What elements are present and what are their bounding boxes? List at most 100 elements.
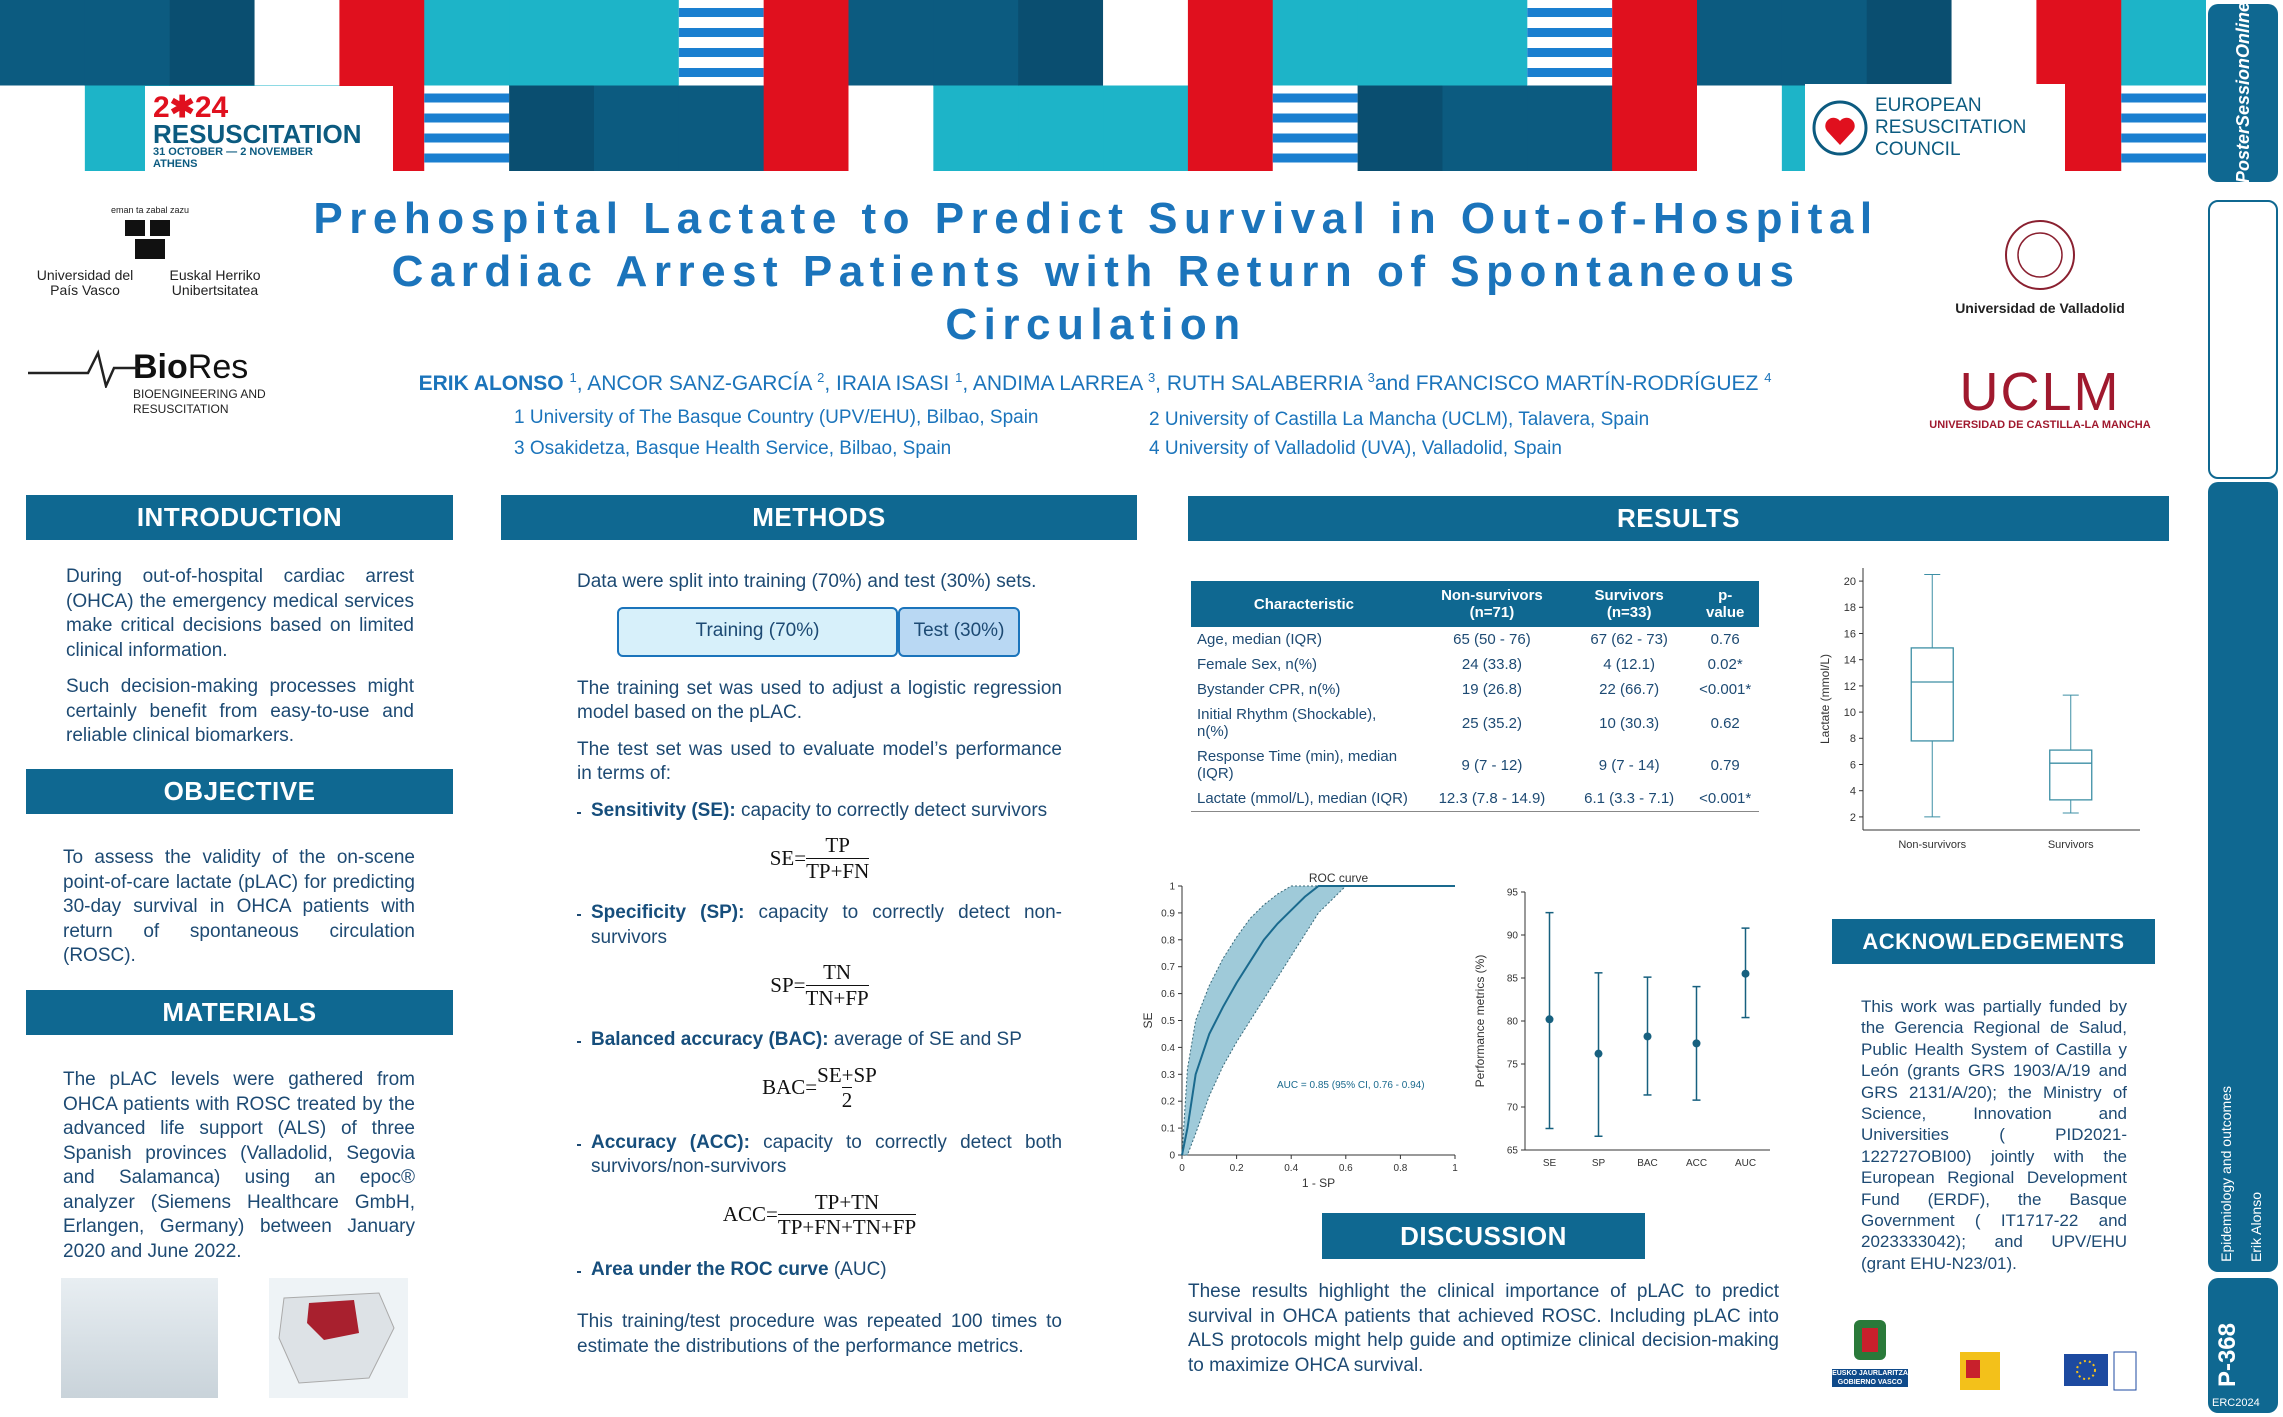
y-tick-label: 95 — [1507, 888, 1519, 899]
banner-stripe — [1272, 113, 1358, 123]
denominator: TN+FP — [805, 984, 869, 1010]
y-tick-label: 65 — [1507, 1146, 1519, 1157]
y-axis-label: Lactate (mmol/L) — [1818, 654, 1832, 744]
table-cell: 24 (33.8) — [1461, 656, 1522, 673]
author-affiliation: 1 — [569, 370, 577, 385]
y-tick-label: 0.5 — [1161, 1016, 1175, 1027]
roc-chart: 0 0.1 0.2 0.3 0.4 0.5 0.6 0.7 0.8 0.9 1 SE 0 0.2 0.4 0.… — [1141, 871, 1458, 1190]
formula-lhs: BAC= — [762, 1075, 818, 1100]
x-tick-label: 0 — [1179, 1163, 1185, 1174]
banner-tile — [2121, 0, 2206, 86]
erc-logo: EUROPEAN RESUSCITATION COUNCIL — [1805, 84, 2065, 171]
banner-stripe — [1272, 133, 1358, 143]
y-tick-label: 0.3 — [1161, 1070, 1175, 1081]
introduction-text: During out-of-hospital cardiac arrest (O… — [66, 565, 414, 761]
banner-tile — [1442, 85, 1528, 171]
numerator: TP+TN — [814, 1189, 880, 1214]
formula: SP= TN TN+FP — [577, 960, 1062, 1010]
banner-tile — [848, 0, 934, 86]
uclm-sub: UNIVERSIDAD DE CASTILLA-LA MANCHA — [1929, 419, 2151, 431]
y-tick-label: 90 — [1507, 931, 1519, 942]
banner-tile — [1612, 85, 1698, 171]
table-cell: 19 (26.8) — [1461, 681, 1522, 698]
erc-line: EUROPEAN — [1875, 94, 1982, 116]
table-header: Characteristic — [1191, 581, 1417, 627]
bullet-text: average of SE and SP — [833, 1029, 1022, 1050]
erc-line: COUNCIL — [1875, 138, 1961, 160]
fraction: TP TP+FN — [806, 833, 870, 883]
y-tick-label: 20 — [1844, 576, 1856, 588]
upv-emblem — [125, 220, 170, 259]
section-heading: METHODS — [501, 495, 1137, 540]
y-tick-label: 12 — [1844, 681, 1856, 693]
event-year: 2✱24 — [153, 91, 229, 124]
fraction: TP+TN TP+FN+TN+FP — [777, 1189, 917, 1240]
bullet: Accuracy (ACC): capacity to correctly de… — [577, 1131, 1062, 1180]
x-tick-label: AUC — [1735, 1158, 1756, 1169]
paragraph: Data were split into training (70%) and … — [577, 571, 1037, 592]
upv-logo: eman ta zabal zazu Universidad del País … — [30, 205, 270, 298]
erc-line: RESUSCITATION — [1875, 116, 2027, 138]
y-tick-label: 16 — [1844, 628, 1856, 640]
banner-stripe — [424, 93, 510, 103]
table-row: Bystander CPR, n(%) 19 (26.8) 22 (66.7) <0.… — [1191, 677, 1759, 702]
event-city: ATHENS — [153, 158, 198, 170]
ci-band — [1181, 885, 1455, 1156]
banner-stripe — [1527, 48, 1613, 57]
biores-sub: BIOENGINEERING AND RESUSCITATION — [133, 387, 266, 416]
y-tick-label: 18 — [1844, 602, 1856, 614]
banner-stripe — [1527, 8, 1613, 17]
banner-tile — [1951, 0, 2037, 86]
materials-text: The pLAC levels were gathered from OHCA … — [63, 1068, 415, 1276]
boxplot: 2 4 6 8 10 12 14 16 18 20 Lactate (mmol/L) Non-surv… — [1818, 568, 2140, 851]
split-diagram: Training (70%) Test (30%) — [617, 606, 1062, 657]
banner-tile — [424, 0, 510, 86]
banner-stripe — [1272, 93, 1358, 103]
section-heading: MATERIALS — [26, 990, 453, 1035]
table-header: Survivors (n=33) — [1566, 581, 1692, 627]
upv-name-eu: Euskal Herriko Unibertsitatea — [169, 267, 261, 298]
banner-stripe — [424, 133, 510, 143]
paragraph: This training/test procedure was repeate… — [577, 1311, 1062, 1357]
banner-tile — [84, 0, 171, 86]
sidebar-brand: PosterSessionOnline — [2232, 2, 2253, 184]
sidebar-id-panel: P-368 ERC2024 — [2208, 1278, 2278, 1413]
banner-tile — [1697, 85, 1783, 171]
banner-tile — [169, 0, 256, 86]
authors: ERIK ALONSO 1, ANCOR SANZ-GARCÍA 2, IRAI… — [200, 370, 1990, 396]
fraction: TN TN+FP — [805, 960, 869, 1010]
bullet-text: capacity to correctly detect survivors — [740, 799, 1048, 821]
table-header-row: Characteristic Non-survivors (n=71) Surviv… — [1191, 581, 1759, 627]
table-cell: Age, median (IQR) — [1197, 631, 1323, 648]
banner-stripe — [2121, 113, 2206, 123]
author-affiliation: 4 — [1764, 370, 1772, 385]
y-tick-label: 85 — [1507, 974, 1519, 985]
paragraph: The training set was used to adjust a lo… — [577, 677, 1062, 724]
table-cell: 0.62 — [1710, 714, 1740, 732]
table-cell: 9 (7 - 14) — [1598, 756, 1660, 774]
author-separator: , — [576, 372, 583, 395]
banner-stripe — [678, 8, 764, 17]
affiliation: 2 University of Castilla La Mancha (UCLM… — [1149, 409, 1650, 430]
bullet: Balanced accuracy (BAC): average of SE a… — [577, 1028, 1062, 1053]
funder-logos — [1960, 1351, 2137, 1391]
split-test: Test (30%) — [898, 606, 1020, 657]
uva-logo: Universidad de Valladolid — [1950, 215, 2130, 316]
results-table: Characteristic Non-survivors (n=71) Surviv… — [1191, 581, 1759, 812]
banner-stripe — [2121, 153, 2206, 163]
uva-name: Universidad de Valladolid — [1955, 300, 2125, 316]
table-cell: Response Time (min), median (IQR) — [1197, 748, 1398, 782]
y-tick-label: 0.8 — [1161, 935, 1175, 946]
spain-map-shape — [278, 1292, 395, 1384]
table-cell: 25 (35.2) — [1461, 714, 1522, 732]
banner-tile — [1612, 0, 1698, 86]
chart-title: ROC curve — [1309, 871, 1369, 885]
banner-stripe — [2121, 133, 2206, 143]
author-affiliation: 2 — [817, 370, 825, 385]
table-cell: 65 (50 - 76) — [1453, 631, 1531, 648]
banner-tile — [254, 0, 340, 86]
author-name: ANDIMA LARREA — [972, 372, 1143, 395]
biores-logo: BioRes BIOENGINEERING AND RESUSCITATION — [28, 348, 268, 417]
banner-tile — [0, 85, 86, 171]
table-cell: 0.02* — [1707, 656, 1743, 673]
